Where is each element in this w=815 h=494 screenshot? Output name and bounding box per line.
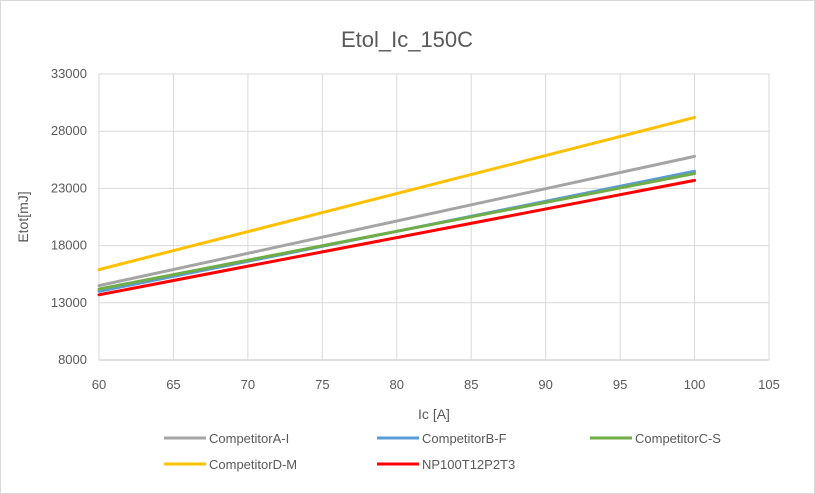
series-line-np100t12p2t3 [97,178,697,297]
x-tick-label: 95 [613,377,627,392]
tick-labels: 8000 13000 18000 23000 28000 33000 60 65 70 75 80 8… [51,66,780,392]
y-tick-label: 8000 [58,352,87,367]
legend-entry: CompetitorC-S [590,431,721,446]
legend-label: CompetitorA-I [209,431,289,446]
legend-entry: CompetitorA-I [164,431,289,446]
x-tick-label: 100 [684,377,706,392]
x-tick-label: 65 [166,377,180,392]
legend-label: CompetitorB-F [422,431,507,446]
y-tick-label: 23000 [51,180,87,195]
x-tick-label: 75 [315,377,329,392]
x-axis-title: Ic [A] [418,406,450,422]
legend-entry: NP100T12P2T3 [377,457,515,472]
series-lines [97,115,697,297]
y-tick-label: 33000 [51,66,87,81]
chart-title: Etol_Ic_150C [341,27,473,52]
series-line-competitora-i [97,154,697,288]
y-tick-label: 18000 [51,238,87,253]
legend-entry: CompetitorB-F [377,431,507,446]
x-tick-label: 85 [464,377,478,392]
x-tick-label: 70 [241,377,255,392]
gridlines [98,73,770,361]
legend-label: CompetitorC-S [635,431,721,446]
legend-label: CompetitorD-M [209,457,297,472]
series-line-competitorc-s [97,172,697,291]
y-axis-title: Etot[mJ] [15,191,31,242]
legend-label: NP100T12P2T3 [422,457,515,472]
series-line-competitord-m [97,115,697,272]
x-tick-label: 60 [92,377,106,392]
y-tick-label: 13000 [51,295,87,310]
x-tick-label: 90 [538,377,552,392]
x-tick-label: 80 [390,377,404,392]
legend-entry: CompetitorD-M [164,457,297,472]
y-tick-label: 28000 [51,123,87,138]
x-tick-label: 105 [758,377,780,392]
legend: CompetitorA-I CompetitorB-F CompetitorC-S C… [164,431,721,472]
